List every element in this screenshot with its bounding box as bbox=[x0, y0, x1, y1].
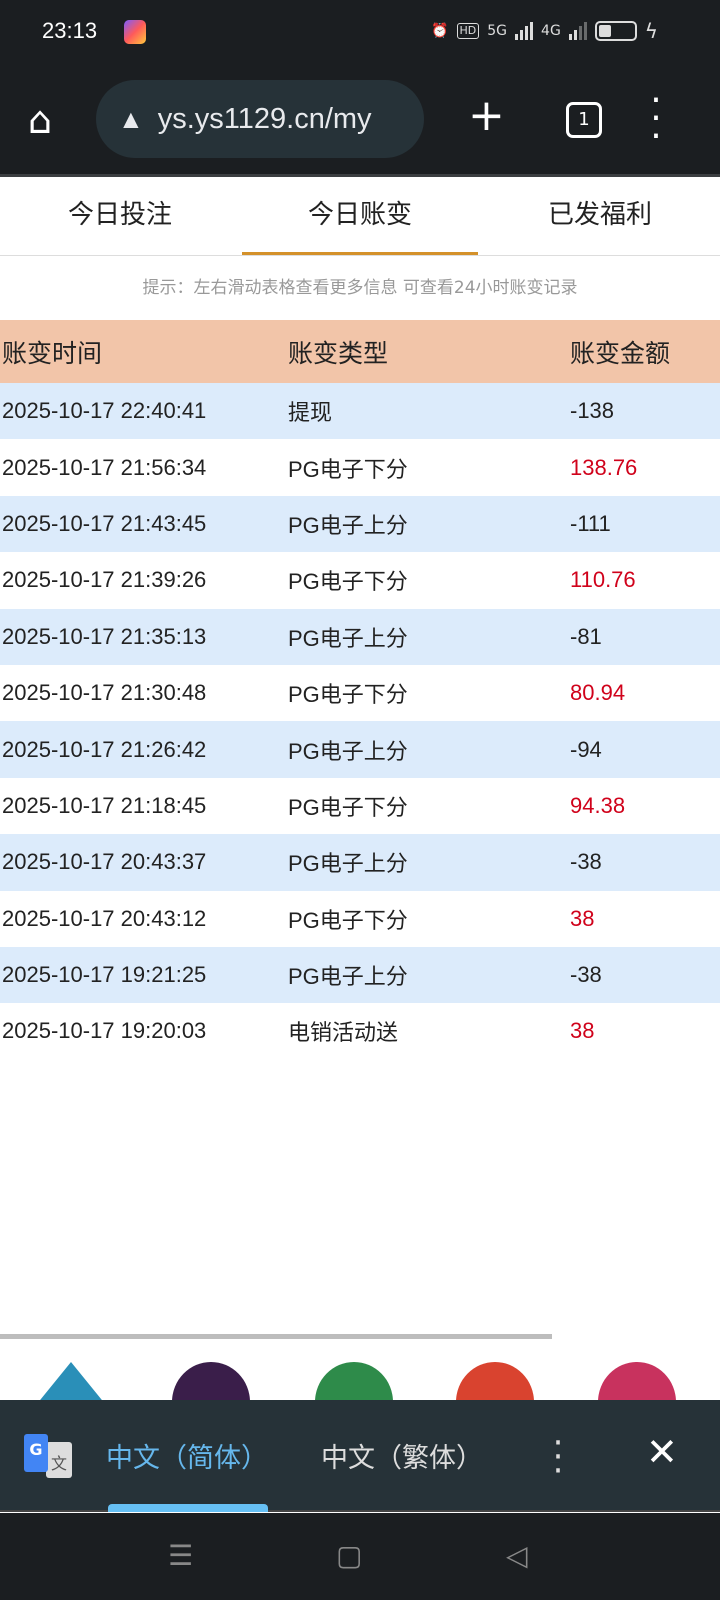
table-row: 2025-10-17 21:39:26 PG电子下分 110.76 bbox=[0, 552, 720, 608]
header-type: 账变类型 bbox=[288, 320, 570, 383]
game-icon-2[interactable] bbox=[315, 1362, 393, 1402]
cell-type: 电销活动送 bbox=[288, 1020, 399, 1046]
cell-time: 2025-10-17 21:35:13 bbox=[0, 608, 288, 665]
table-row: 2025-10-17 22:40:41 提现 -138 bbox=[0, 383, 720, 440]
home-button-icon[interactable]: ▢ bbox=[336, 1539, 363, 1572]
cell-type: PG电子下分 bbox=[288, 569, 408, 595]
horizontal-scrollbar[interactable] bbox=[0, 1334, 552, 1339]
game-icon-3[interactable] bbox=[456, 1362, 534, 1402]
home-nav-icon[interactable] bbox=[32, 1362, 110, 1402]
system-nav-bar: ☰ ▢ ◁ bbox=[0, 1513, 720, 1600]
cell-time: 2025-10-17 21:43:45 bbox=[0, 495, 288, 553]
close-icon[interactable]: ✕ bbox=[646, 1430, 678, 1474]
table-row: 2025-10-17 20:43:12 PG电子下分 38 bbox=[0, 891, 720, 947]
alarm-icon: ⏰ bbox=[431, 23, 449, 39]
url-text: ys.ys1129.cn/my bbox=[157, 102, 372, 135]
cell-type: PG电子下分 bbox=[288, 682, 408, 708]
warning-icon[interactable]: ▲ bbox=[118, 103, 144, 134]
cell-type: PG电子下分 bbox=[288, 794, 408, 820]
table-row: 2025-10-17 21:26:42 PG电子上分 -94 bbox=[0, 721, 720, 778]
new-tab-icon[interactable]: + bbox=[468, 90, 505, 141]
table-row: 2025-10-17 20:43:37 PG电子上分 -38 bbox=[0, 834, 720, 891]
5g-signal-icon bbox=[515, 22, 534, 40]
back-icon[interactable]: ◁ bbox=[506, 1539, 528, 1572]
cell-amount: 38 bbox=[570, 1018, 595, 1044]
more-menu-icon[interactable]: · · · bbox=[650, 80, 662, 157]
lang-traditional[interactable]: 中文（繁体） bbox=[321, 1443, 483, 1474]
home-icon[interactable]: ⌂ bbox=[28, 98, 53, 142]
table-row: 2025-10-17 19:20:03 电销活动送 38 bbox=[0, 1003, 720, 1059]
clock: 23:13 bbox=[42, 18, 98, 43]
table-row: 2025-10-17 21:43:45 PG电子上分 -111 bbox=[0, 495, 720, 553]
header-time: 账变时间 bbox=[0, 320, 288, 383]
cell-time: 2025-10-17 19:21:25 bbox=[0, 946, 288, 1004]
cell-amount: 94.38 bbox=[570, 792, 626, 818]
cell-type: PG电子上分 bbox=[288, 946, 570, 1004]
table-row: 2025-10-17 19:21:25 PG电子上分 -38 bbox=[0, 946, 720, 1004]
status-icons: ⏰ HD 5G 4G ϟ bbox=[431, 18, 658, 44]
tab-bar: 今日投注 今日账变 已发福利 bbox=[0, 174, 720, 256]
cell-type: PG电子上分 bbox=[288, 721, 570, 778]
cell-amount: -38 bbox=[570, 834, 720, 891]
cell-amount: -138 bbox=[570, 383, 720, 440]
status-bar: 23:13 ⏰ HD 5G 4G ϟ bbox=[0, 0, 720, 62]
tab-today-bets[interactable]: 今日投注 bbox=[67, 200, 172, 230]
battery-icon bbox=[594, 21, 637, 41]
cell-type: PG电子下分 bbox=[288, 907, 408, 933]
cell-amount: -111 bbox=[570, 495, 720, 553]
table-row: 2025-10-17 21:30:48 PG电子下分 80.94 bbox=[0, 665, 720, 721]
cell-amount: 80.94 bbox=[570, 680, 626, 706]
cell-time: 2025-10-17 21:18:45 bbox=[2, 792, 207, 818]
cell-type: PG电子上分 bbox=[288, 608, 570, 665]
cell-amount: 38 bbox=[570, 905, 595, 931]
cell-time: 2025-10-17 21:56:34 bbox=[2, 454, 207, 480]
selected-indicator bbox=[108, 1504, 268, 1512]
cell-time: 2025-10-17 21:30:48 bbox=[2, 680, 207, 706]
table-row: 2025-10-17 21:18:45 PG电子下分 94.38 bbox=[0, 778, 720, 834]
recents-icon[interactable]: ☰ bbox=[168, 1539, 194, 1572]
cell-type: PG电子上分 bbox=[288, 495, 570, 553]
hint-text: 提示：左右滑动表格查看更多信息 可查看24小时账变记录 bbox=[142, 278, 578, 298]
lang-simplified[interactable]: 中文（简体） bbox=[106, 1443, 268, 1474]
cell-time: 2025-10-17 20:43:12 bbox=[2, 905, 207, 931]
tab-bonuses[interactable]: 已发福利 bbox=[547, 200, 652, 230]
app-notification-icon bbox=[124, 20, 146, 44]
table-header: 账变时间 账变类型 账变金额 bbox=[0, 320, 720, 383]
hd-icon: HD bbox=[456, 23, 480, 39]
browser-toolbar: ⌂ ▲ ys.ys1129.cn/my + 1 · · · bbox=[0, 62, 720, 174]
network-4g: 4G bbox=[541, 23, 561, 39]
cell-time: 2025-10-17 21:39:26 bbox=[2, 567, 207, 593]
cell-amount: -81 bbox=[570, 608, 720, 665]
cell-time: 2025-10-17 20:43:37 bbox=[0, 834, 288, 891]
cell-type: PG电子下分 bbox=[288, 456, 408, 482]
cell-amount: 138.76 bbox=[570, 454, 638, 480]
table-row: 2025-10-17 21:56:34 PG电子下分 138.76 bbox=[0, 439, 720, 495]
tab-switcher-button[interactable]: 1 bbox=[566, 102, 602, 138]
table-row: 2025-10-17 21:35:13 PG电子上分 -81 bbox=[0, 608, 720, 665]
cell-amount: -38 bbox=[570, 946, 720, 1004]
transactions-table[interactable]: 账变时间 账变类型 账变金额 2025-10-17 22:40:41 提现 -138… bbox=[0, 320, 720, 1060]
cell-time: 2025-10-17 21:26:42 bbox=[0, 721, 288, 778]
4g-signal-icon bbox=[568, 22, 587, 40]
cell-amount: -94 bbox=[570, 721, 720, 778]
charging-icon: ϟ bbox=[644, 19, 658, 43]
cell-type: 提现 bbox=[288, 383, 570, 440]
cell-time: 2025-10-17 22:40:41 bbox=[0, 383, 288, 440]
translate-menu-icon[interactable]: · · · bbox=[552, 1423, 564, 1491]
tab-today-transactions[interactable]: 今日账变 bbox=[240, 177, 480, 255]
header-amount: 账变金额 bbox=[570, 320, 720, 383]
game-icon-4[interactable] bbox=[598, 1362, 676, 1402]
network-5g: 5G bbox=[487, 23, 508, 39]
game-nav bbox=[0, 1358, 720, 1402]
cell-type: PG电子上分 bbox=[288, 834, 570, 891]
address-bar[interactable]: ▲ ys.ys1129.cn/my bbox=[96, 80, 424, 158]
game-icon-1[interactable] bbox=[172, 1362, 250, 1402]
cell-time: 2025-10-17 19:20:03 bbox=[2, 1018, 207, 1044]
cell-amount: 110.76 bbox=[570, 567, 636, 593]
